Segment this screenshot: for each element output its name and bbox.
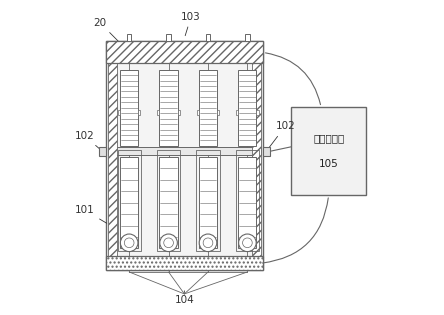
Bar	[120, 157, 138, 249]
Bar	[217, 110, 219, 115]
Circle shape	[203, 238, 213, 248]
Text: 102: 102	[268, 121, 295, 149]
Bar	[107, 63, 117, 256]
Bar	[118, 150, 141, 251]
Text: 测试控制器: 测试控制器	[313, 133, 344, 143]
Bar	[159, 157, 178, 249]
Bar	[245, 34, 250, 42]
Bar	[106, 256, 263, 270]
Bar	[127, 34, 131, 42]
Circle shape	[160, 234, 177, 252]
Text: 105: 105	[319, 159, 338, 169]
Bar	[159, 70, 178, 146]
Bar	[236, 110, 238, 115]
Bar	[120, 70, 138, 146]
Bar	[199, 157, 217, 249]
Bar	[196, 150, 220, 251]
Bar	[106, 42, 263, 270]
Bar	[157, 150, 180, 251]
Circle shape	[124, 238, 134, 248]
Text: 103: 103	[181, 12, 201, 36]
Bar	[138, 110, 140, 115]
Bar	[199, 70, 217, 146]
Bar	[157, 110, 159, 115]
Bar	[257, 110, 259, 115]
Text: 20: 20	[93, 18, 120, 43]
Bar	[263, 147, 270, 156]
Text: 104: 104	[174, 291, 194, 305]
Bar	[291, 107, 366, 195]
Bar	[118, 110, 120, 115]
Text: 101: 101	[75, 205, 107, 223]
Circle shape	[238, 234, 256, 252]
Circle shape	[199, 234, 217, 252]
Bar	[236, 150, 259, 251]
Bar	[166, 34, 171, 42]
Bar	[178, 110, 180, 115]
Circle shape	[164, 238, 174, 248]
Bar	[252, 63, 261, 256]
Bar	[238, 70, 257, 146]
Bar	[107, 147, 261, 155]
Bar	[238, 157, 257, 249]
Circle shape	[242, 238, 252, 248]
Circle shape	[120, 234, 138, 252]
Bar	[197, 110, 199, 115]
Bar	[206, 34, 210, 42]
Bar	[106, 42, 263, 63]
Text: 102: 102	[75, 131, 100, 150]
Bar	[99, 147, 106, 156]
